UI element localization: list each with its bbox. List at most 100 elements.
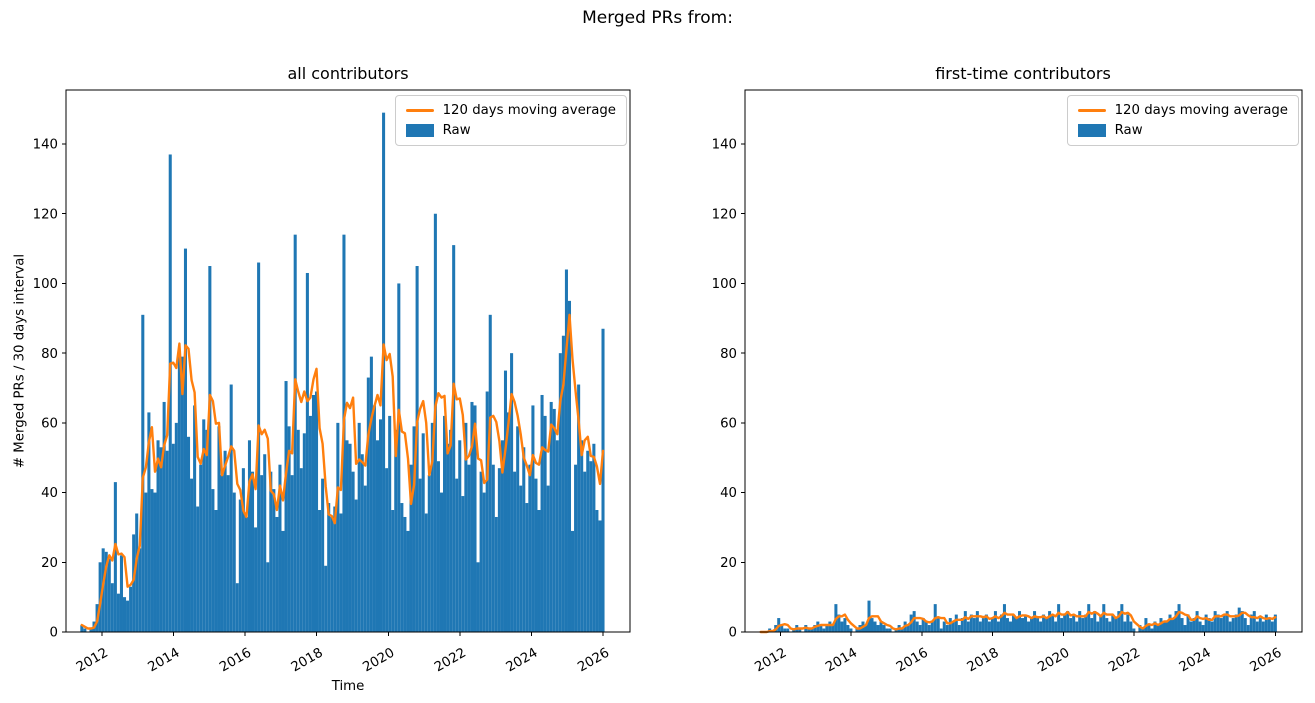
bar xyxy=(574,464,578,632)
bar xyxy=(153,492,157,632)
bar xyxy=(214,510,218,632)
bar xyxy=(1087,604,1091,632)
bar xyxy=(473,405,477,632)
bar xyxy=(315,391,319,632)
figure-title: Merged PRs from: xyxy=(582,8,733,28)
bar xyxy=(1192,618,1196,632)
bar xyxy=(439,492,444,632)
bar xyxy=(939,628,943,632)
bar xyxy=(543,415,547,632)
y-tick-label: 40 xyxy=(720,486,737,501)
bar xyxy=(963,611,967,632)
bar xyxy=(452,245,456,633)
bar xyxy=(1273,614,1277,632)
bar xyxy=(798,628,802,632)
bar xyxy=(1243,618,1247,632)
bar xyxy=(1201,625,1205,632)
bar xyxy=(147,412,151,632)
bar xyxy=(476,562,480,632)
bar xyxy=(1147,625,1151,632)
bar xyxy=(882,625,886,632)
bar xyxy=(229,384,233,632)
bar xyxy=(1213,611,1217,632)
bar xyxy=(430,422,434,632)
bar xyxy=(586,450,590,632)
bar xyxy=(783,628,787,632)
bar xyxy=(1002,604,1006,632)
bar xyxy=(421,433,425,632)
bar xyxy=(357,422,361,632)
y-tick-label: 60 xyxy=(720,416,737,431)
bar xyxy=(876,625,880,632)
legend-row: Raw xyxy=(405,123,616,138)
bar xyxy=(351,471,355,632)
bar xyxy=(290,475,294,632)
raw-bars xyxy=(768,600,1277,632)
bar xyxy=(293,234,297,632)
y-tick-label: 120 xyxy=(33,207,58,222)
bar xyxy=(418,478,422,632)
y-tick-label: 140 xyxy=(712,138,737,153)
bar xyxy=(135,513,139,632)
bar xyxy=(561,335,565,632)
bar xyxy=(272,489,276,632)
bar xyxy=(1111,614,1115,632)
bar xyxy=(187,436,191,632)
bar xyxy=(1063,614,1067,632)
x-tick-label: 2016 xyxy=(894,645,931,675)
x-tick-label: 2012 xyxy=(74,645,111,675)
bar xyxy=(379,419,383,632)
bar xyxy=(1225,611,1229,632)
bar xyxy=(1117,611,1121,632)
bar xyxy=(366,377,370,632)
bar xyxy=(354,499,358,632)
bar xyxy=(311,394,315,632)
bar xyxy=(113,482,117,632)
bar xyxy=(400,503,404,632)
bar xyxy=(1219,618,1223,632)
bar xyxy=(924,621,928,632)
bar xyxy=(494,516,498,632)
bar xyxy=(1231,618,1235,632)
bar xyxy=(780,625,784,632)
bar xyxy=(549,401,553,632)
y-tick-label: 140 xyxy=(33,138,58,153)
bar xyxy=(1120,604,1124,632)
bar xyxy=(879,621,883,632)
bar xyxy=(284,381,288,632)
bar xyxy=(592,443,596,632)
subplot-title-first-time-contributors: first-time contributors xyxy=(935,64,1111,83)
bar xyxy=(849,628,853,632)
y-tick-label: 120 xyxy=(712,207,737,222)
bar xyxy=(116,593,120,632)
bar xyxy=(900,628,904,632)
bar xyxy=(83,628,87,632)
bar xyxy=(1072,614,1076,632)
bar xyxy=(107,558,111,632)
bar xyxy=(1123,621,1127,632)
bar xyxy=(969,614,973,632)
bar xyxy=(1045,618,1049,632)
y-tick-label: 80 xyxy=(720,347,737,362)
bar xyxy=(247,440,251,632)
bar xyxy=(555,440,559,632)
bar xyxy=(415,266,419,632)
bar xyxy=(519,485,523,632)
bar xyxy=(1054,621,1058,632)
bar xyxy=(348,443,352,632)
bar xyxy=(126,600,130,632)
bar xyxy=(1258,618,1262,632)
bar xyxy=(571,530,575,632)
y-tick-label: 0 xyxy=(50,626,58,641)
bar xyxy=(464,422,468,632)
axes-frame xyxy=(65,89,631,633)
bar xyxy=(119,555,123,632)
bar xyxy=(467,464,471,632)
bar xyxy=(497,468,501,632)
bar xyxy=(89,628,93,632)
x-tick-label: 2026 xyxy=(575,645,612,675)
bar xyxy=(278,464,282,632)
bar xyxy=(840,621,844,632)
bar xyxy=(825,625,829,632)
